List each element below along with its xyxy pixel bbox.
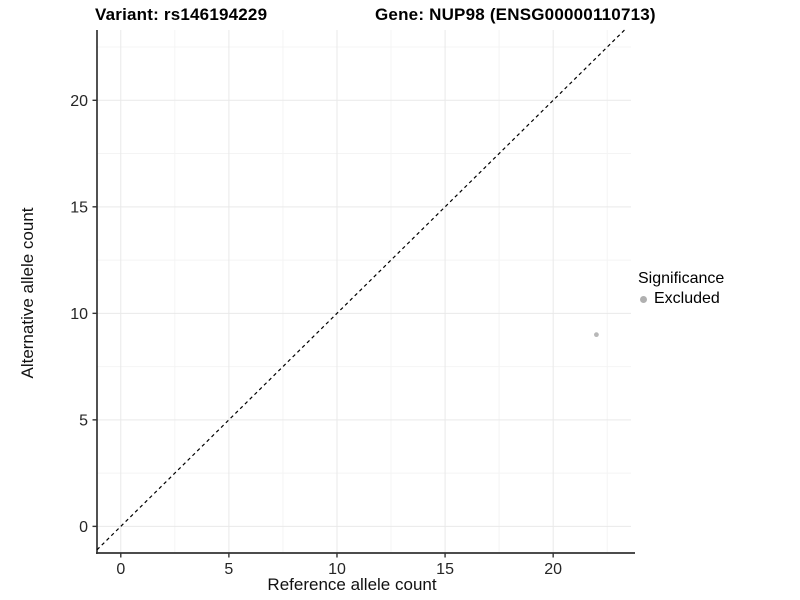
- x-tick-label: 0: [116, 561, 125, 578]
- x-tick-label: 5: [224, 561, 233, 578]
- y-tick-label: 10: [70, 306, 88, 323]
- y-tick-label: 20: [70, 93, 88, 110]
- x-tick-label: 20: [544, 561, 562, 578]
- data-point: [594, 332, 599, 338]
- identity-dashed-line: [96, 29, 625, 551]
- legend-title: Significance: [638, 270, 725, 287]
- y-tick-label: 5: [79, 412, 88, 429]
- x-axis-title: Reference allele count: [267, 575, 437, 594]
- legend-item-excluded: Excluded: [638, 290, 724, 308]
- plot-title-variant: Variant: rs146194229: [95, 5, 268, 24]
- y-axis-title: Alternative allele count: [18, 207, 37, 379]
- x-tick-label: 15: [436, 561, 454, 578]
- legend-point-icon: [640, 295, 647, 303]
- x-tick-label: 10: [328, 561, 346, 578]
- legend-item-label: Excluded: [654, 290, 720, 307]
- legend: Significance Excluded: [638, 270, 724, 308]
- y-tick-label: 0: [79, 519, 88, 536]
- plot-title-gene: Gene: NUP98 (ENSG00000110713): [375, 5, 656, 24]
- y-tick-label: 15: [70, 199, 88, 216]
